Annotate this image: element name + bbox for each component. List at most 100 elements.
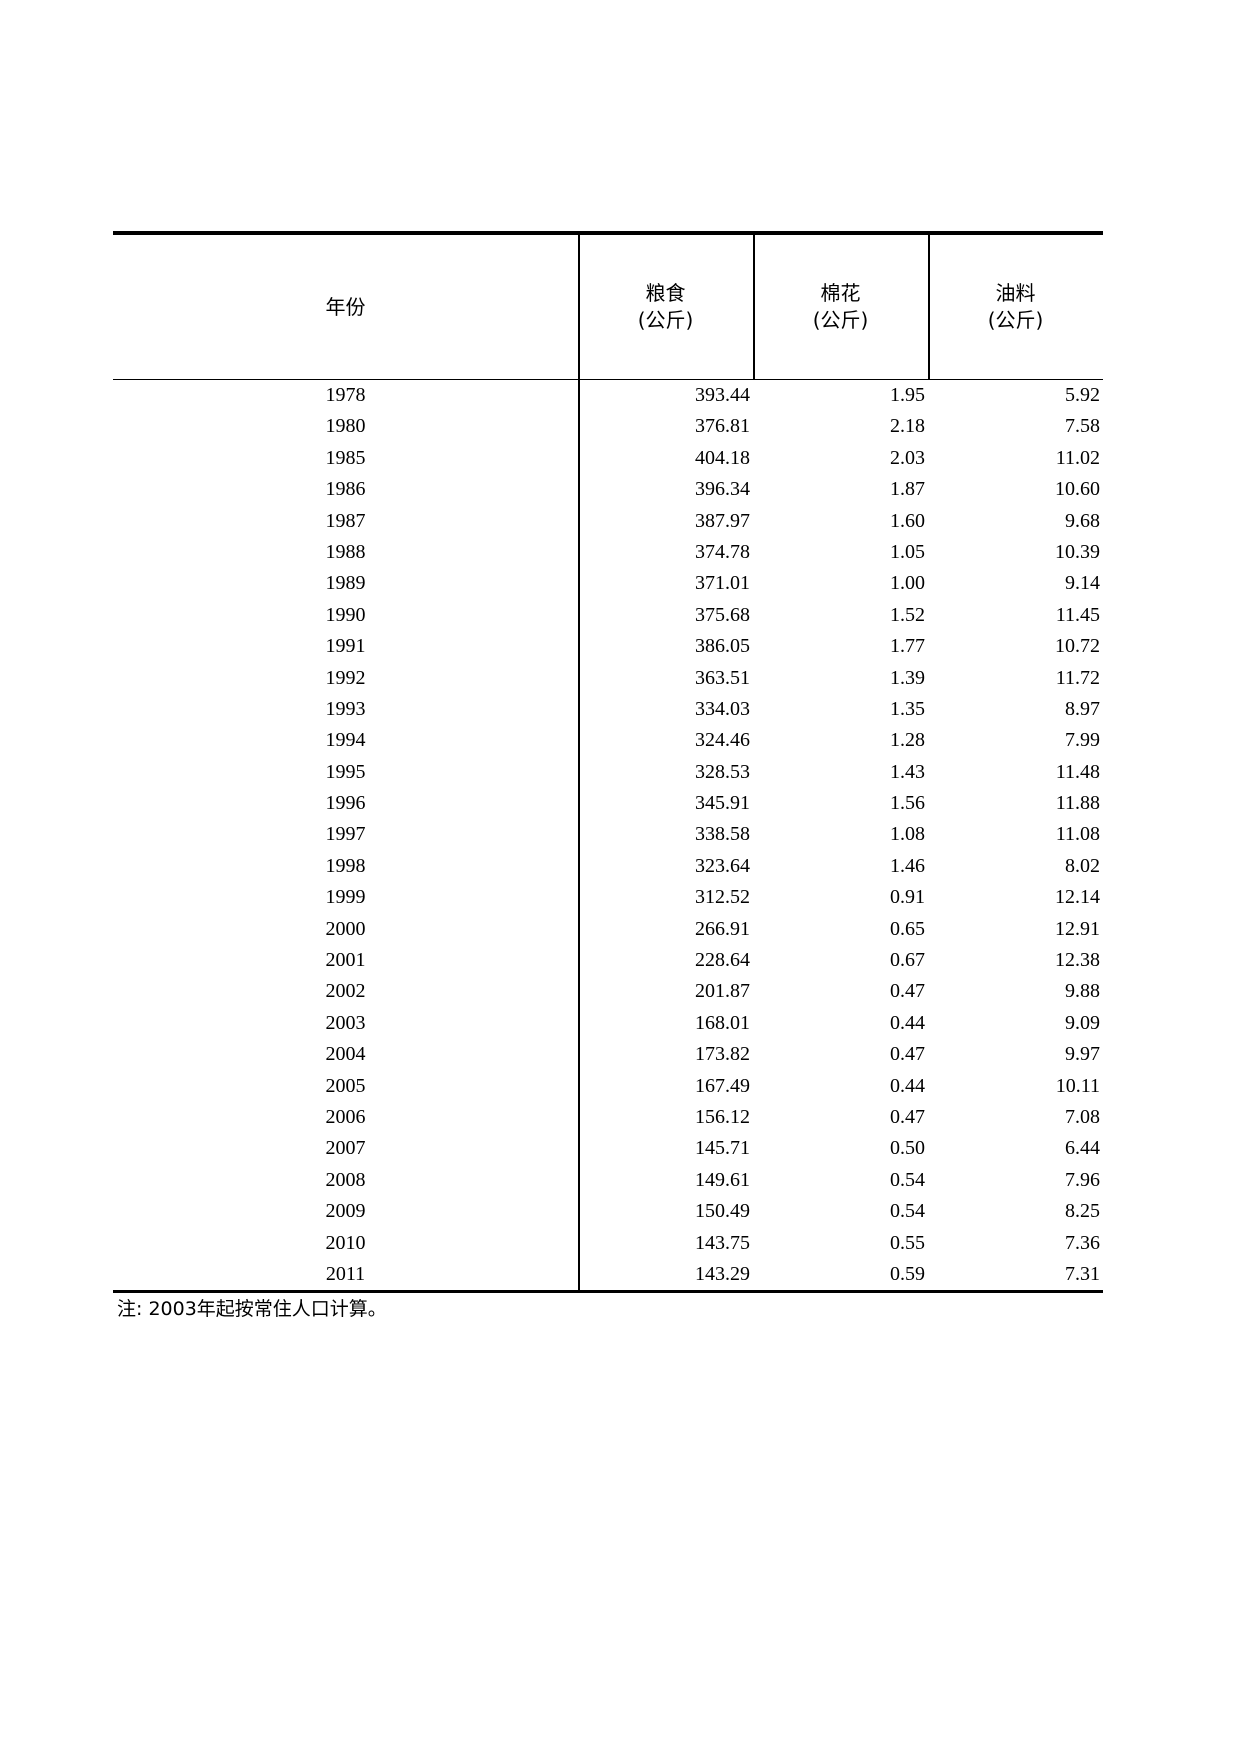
- cell-cotton: 1.28: [890, 729, 925, 752]
- cell-cotton: 0.54: [890, 1168, 925, 1191]
- cell-cotton: 2.18: [890, 415, 925, 438]
- cell-oilseed: 11.72: [1055, 666, 1100, 689]
- cell-year: 2003: [325, 1011, 366, 1034]
- cell-year: 1978: [325, 384, 366, 406]
- cell-grain: 323.64: [695, 854, 750, 877]
- cell-year: 2007: [325, 1137, 366, 1160]
- cell-oilseed: 11.88: [1055, 792, 1100, 815]
- cell-grain: 156.12: [695, 1105, 750, 1128]
- cell-oilseed: 11.08: [1055, 823, 1100, 846]
- table-row: 2008 149.61 0.54 7.96: [113, 1165, 1103, 1196]
- cell-grain: 345.91: [695, 792, 750, 815]
- table-row: 1980 376.81 2.18 7.58: [113, 411, 1103, 442]
- table-row: 2002 201.87 0.47 9.88: [113, 976, 1103, 1007]
- table-row: 2003 168.01 0.44 9.09: [113, 1008, 1103, 1039]
- cell-grain: 173.82: [695, 1043, 750, 1066]
- cell-year: 1988: [325, 540, 366, 563]
- cell-grain: 363.51: [695, 666, 750, 689]
- cell-oilseed: 11.02: [1055, 446, 1100, 469]
- header-title: 年份: [325, 294, 366, 319]
- cell-oilseed: 9.97: [1065, 1043, 1100, 1066]
- cell-year: 2008: [325, 1168, 366, 1191]
- table-row: 1986 396.34 1.87 10.60: [113, 474, 1103, 505]
- table-row: 2001 228.64 0.67 12.38: [113, 945, 1103, 976]
- cell-oilseed: 10.72: [1055, 635, 1100, 658]
- column-divider: [928, 235, 930, 379]
- table-row: 1989 371.01 1.00 9.14: [113, 568, 1103, 599]
- cell-oilseed: 7.31: [1065, 1262, 1100, 1285]
- header-year: 年份: [113, 235, 578, 379]
- cell-cotton: 1.00: [890, 572, 925, 595]
- table-bottom-rule: [113, 1290, 1103, 1294]
- header-unit: (公斤): [987, 308, 1044, 332]
- cell-grain: 150.49: [695, 1200, 750, 1223]
- cell-oilseed: 10.39: [1055, 540, 1100, 563]
- table-row: 2000 266.91 0.65 12.91: [113, 914, 1103, 945]
- cell-grain: 228.64: [695, 949, 750, 972]
- cell-oilseed: 9.09: [1065, 1011, 1100, 1034]
- cell-year: 1987: [325, 509, 366, 532]
- table-row: 1999 312.52 0.91 12.14: [113, 882, 1103, 913]
- cell-year: 1998: [325, 854, 366, 877]
- cell-year: 1985: [325, 446, 366, 469]
- cell-cotton: 0.59: [890, 1262, 925, 1285]
- cell-year: 2000: [325, 917, 366, 940]
- cell-oilseed: 6.44: [1065, 1137, 1100, 1160]
- cell-grain: 143.75: [695, 1231, 750, 1254]
- cell-grain: 201.87: [695, 980, 750, 1003]
- header-title: 粮食: [645, 281, 686, 305]
- table-row: 1992 363.51 1.39 11.72: [113, 663, 1103, 694]
- table-row: 2009 150.49 0.54 8.25: [113, 1196, 1103, 1227]
- cell-year: 2009: [325, 1200, 366, 1223]
- cell-year: 2002: [325, 980, 366, 1003]
- cell-oilseed: 8.02: [1065, 854, 1100, 877]
- cell-cotton: 0.44: [890, 1011, 925, 1034]
- cell-year: 1991: [325, 635, 366, 658]
- table-row: 2010 143.75 0.55 7.36: [113, 1228, 1103, 1259]
- cell-cotton: 1.95: [890, 384, 925, 406]
- cell-year: 1995: [325, 760, 366, 783]
- cell-year: 2005: [325, 1074, 366, 1097]
- cell-grain: 266.91: [695, 917, 750, 940]
- cell-grain: 145.71: [695, 1137, 750, 1160]
- cell-cotton: 1.56: [890, 792, 925, 815]
- cell-grain: 167.49: [695, 1074, 750, 1097]
- cell-year: 2006: [325, 1105, 366, 1128]
- table-row: 1985 404.18 2.03 11.02: [113, 443, 1103, 474]
- header-title: 油料: [995, 281, 1036, 305]
- table-row: 1991 386.05 1.77 10.72: [113, 631, 1103, 662]
- cell-cotton: 1.52: [890, 603, 925, 626]
- cell-oilseed: 10.60: [1055, 478, 1100, 501]
- header-unit: (公斤): [637, 308, 694, 332]
- cell-grain: 338.58: [695, 823, 750, 846]
- cell-cotton: 1.08: [890, 823, 925, 846]
- table-row: 2006 156.12 0.47 7.08: [113, 1102, 1103, 1133]
- cell-grain: 312.52: [695, 886, 750, 909]
- cell-grain: 375.68: [695, 603, 750, 626]
- cell-cotton: 1.39: [890, 666, 925, 689]
- cell-cotton: 0.91: [890, 886, 925, 909]
- table-row: 2007 145.71 0.50 6.44: [113, 1133, 1103, 1164]
- cell-oilseed: 5.92: [1065, 384, 1100, 406]
- cell-cotton: 1.05: [890, 540, 925, 563]
- table-row: 2005 167.49 0.44 10.11: [113, 1071, 1103, 1102]
- cell-cotton: 0.54: [890, 1200, 925, 1223]
- cell-grain: 168.01: [695, 1011, 750, 1034]
- cell-grain: 404.18: [695, 446, 750, 469]
- cell-year: 2004: [325, 1043, 366, 1066]
- table-row: 1997 338.58 1.08 11.08: [113, 819, 1103, 850]
- cell-oilseed: 12.91: [1055, 917, 1100, 940]
- cell-cotton: 1.60: [890, 509, 925, 532]
- cell-oilseed: 7.99: [1065, 729, 1100, 752]
- cell-grain: 376.81: [695, 415, 750, 438]
- cell-grain: 371.01: [695, 572, 750, 595]
- table-row: 1978 393.44 1.95 5.92: [113, 380, 1103, 411]
- cell-cotton: 1.35: [890, 697, 925, 720]
- cell-cotton: 0.47: [890, 1105, 925, 1128]
- cell-cotton: 0.44: [890, 1074, 925, 1097]
- cell-grain: 386.05: [695, 635, 750, 658]
- cell-year: 1997: [325, 823, 366, 846]
- cell-year: 2011: [325, 1262, 366, 1285]
- table-row: 1990 375.68 1.52 11.45: [113, 600, 1103, 631]
- cell-oilseed: 9.14: [1065, 572, 1100, 595]
